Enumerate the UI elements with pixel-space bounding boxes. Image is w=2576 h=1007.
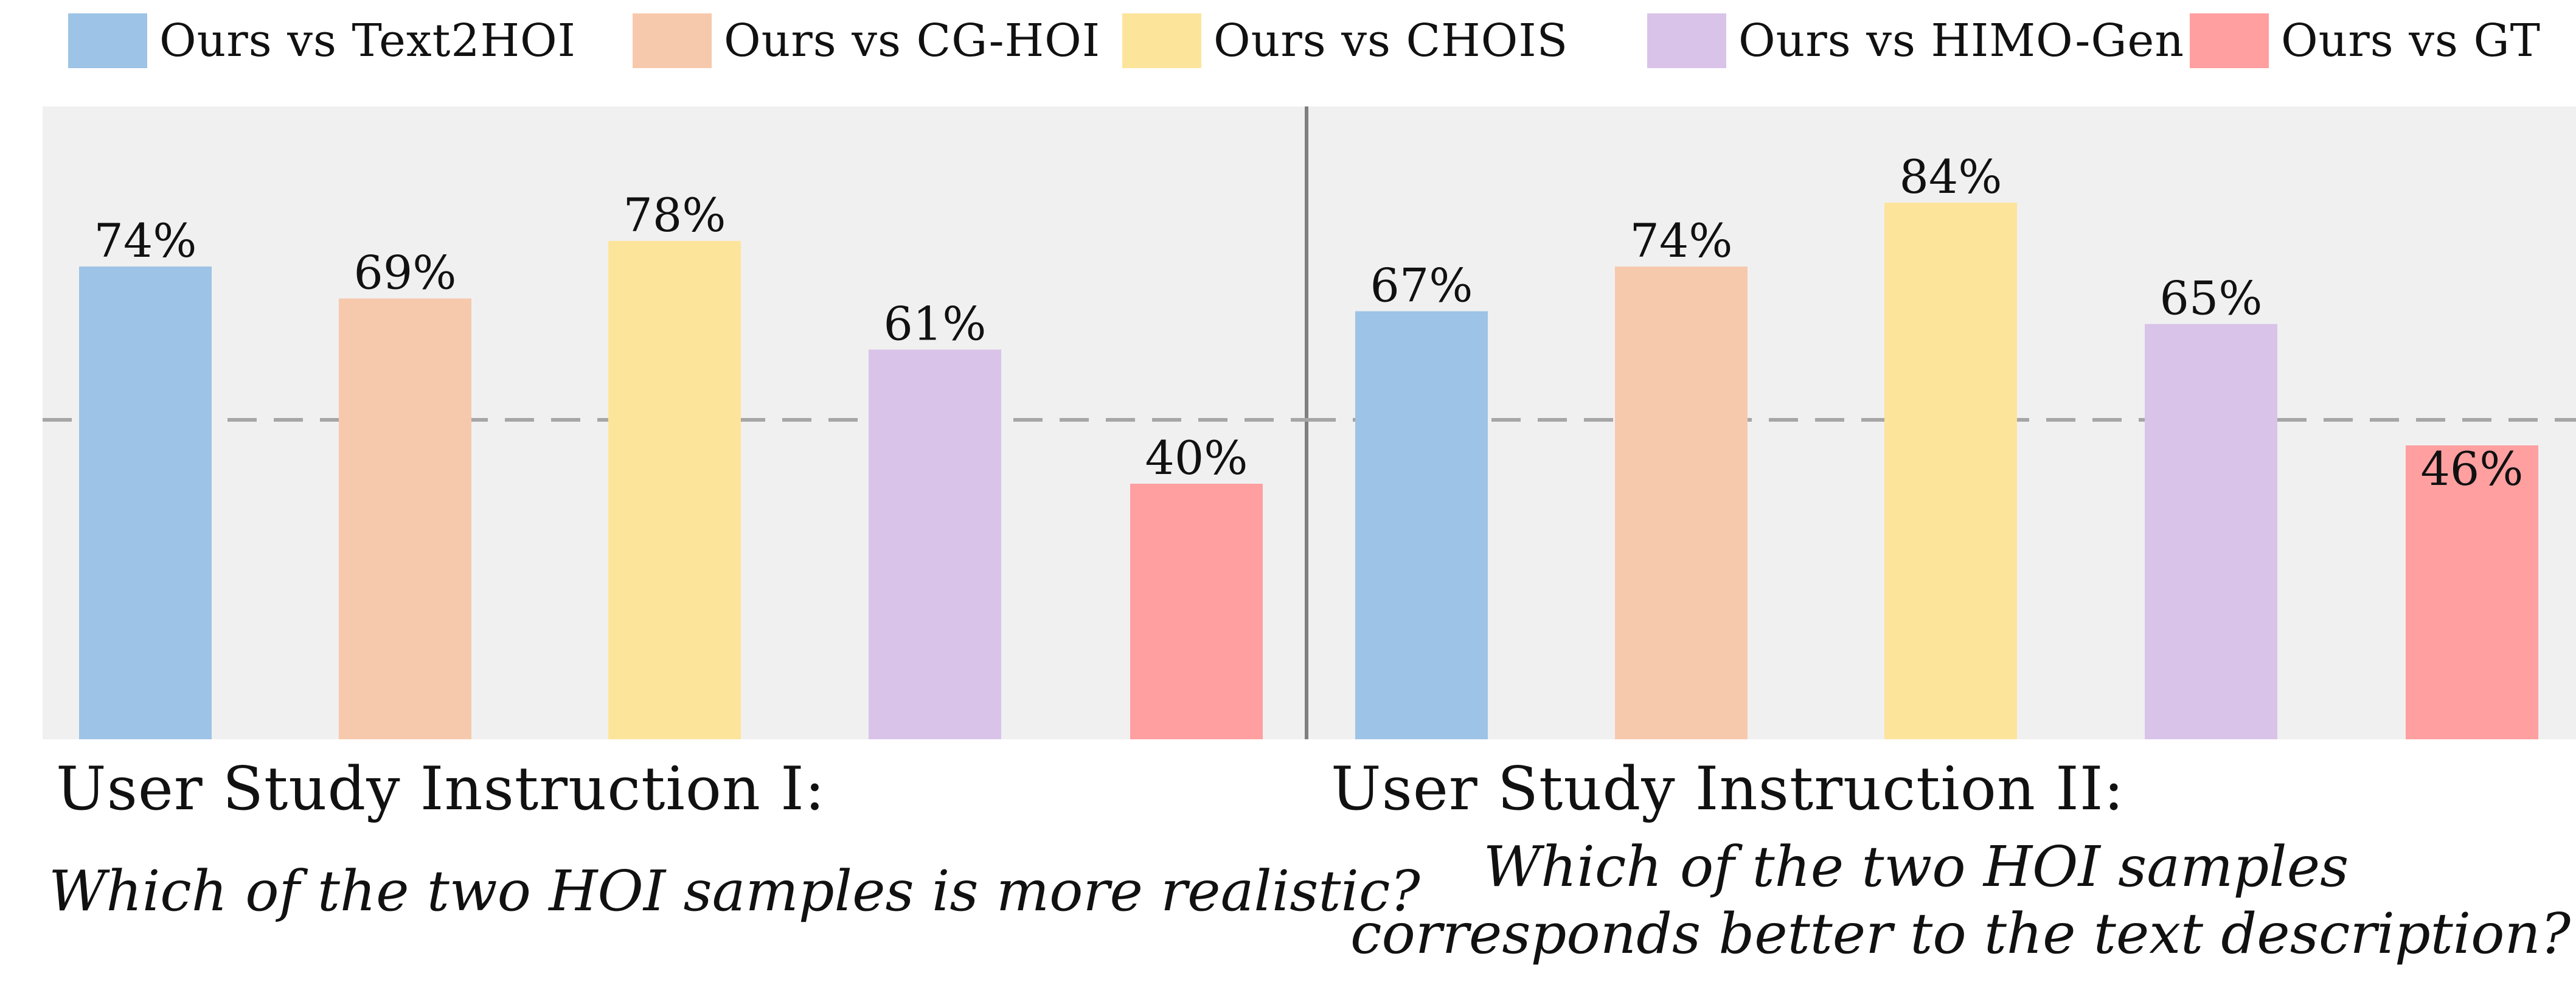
legend-item-text2hoi: Ours vs Text2HOI [68, 13, 576, 68]
legend-item-gt: Ours vs GT [2190, 13, 2541, 68]
panel-2-plot: 67% 74% 84% 65% 46% [1307, 150, 2576, 739]
bar-2-3 [1884, 203, 2017, 739]
legend-swatch-text2hoi [68, 13, 147, 68]
bar-1-5 [1130, 484, 1263, 739]
bar-1-3 [608, 241, 741, 739]
data-label-1-3: 78% [623, 188, 726, 242]
bar-2-1 [1355, 311, 1488, 739]
data-label-1-2: 69% [354, 246, 457, 300]
legend-item-himogen: Ours vs HIMO-Gen [1647, 13, 2184, 68]
legend-swatch-himogen [1647, 13, 1726, 68]
bar-1-2 [339, 298, 471, 739]
data-label-1-4: 61% [884, 297, 987, 351]
data-label-2-3: 84% [1900, 150, 2002, 204]
bar-2-2 [1615, 267, 1748, 739]
legend-swatch-gt [2190, 13, 2269, 68]
bar-1-1 [79, 267, 212, 739]
panel-2-question-line-2: corresponds better to the text descripti… [1350, 901, 2571, 967]
legend-swatch-cghoi [633, 13, 712, 68]
legend-label-gt: Ours vs GT [2281, 15, 2541, 67]
data-label-1-5: 40% [1145, 431, 1248, 485]
data-label-2-1: 67% [1370, 259, 1473, 313]
legend-swatch-chois [1122, 13, 1201, 68]
panel-2-question: Which of the two HOI samples corresponds… [1350, 834, 2571, 992]
legend-item-chois: Ours vs CHOIS [1122, 13, 1568, 68]
bar-2-4 [2145, 324, 2277, 739]
data-label-2-2: 74% [1630, 214, 1733, 268]
data-label-2-5: 46% [2421, 442, 2524, 496]
bar-2-5 [2406, 445, 2538, 739]
bar-1-4 [869, 349, 1001, 739]
legend-item-cghoi: Ours vs CG-HOI [633, 13, 1100, 68]
panel-1-question: Which of the two HOI samples is more rea… [49, 859, 1420, 924]
legend: Ours vs Text2HOI Ours vs CG-HOI Ours vs … [0, 7, 2576, 68]
data-label-1-1: 74% [94, 214, 197, 268]
legend-label-chois: Ours vs CHOIS [1213, 15, 1569, 67]
legend-label-himogen: Ours vs HIMO-Gen [1738, 15, 2184, 67]
legend-label-text2hoi: Ours vs Text2HOI [159, 15, 576, 67]
data-label-2-4: 65% [2160, 271, 2263, 326]
panel-2-title: User Study Instruction II: [1331, 754, 2125, 824]
panel-1-title: User Study Instruction I: [56, 754, 825, 824]
panel-2-question-line-1: Which of the two HOI samples [1483, 834, 2349, 899]
legend-label-cghoi: Ours vs CG-HOI [724, 15, 1101, 67]
panel-1-plot: 74% 69% 78% 61% 40% [43, 188, 1307, 739]
